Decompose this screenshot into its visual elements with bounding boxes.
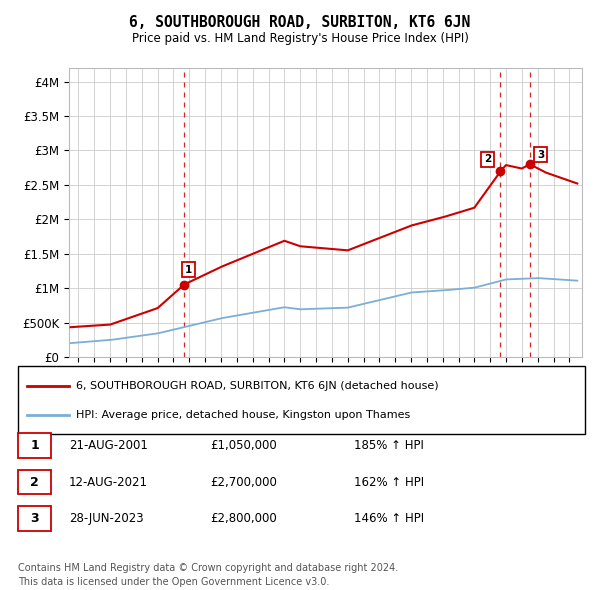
- Text: 3: 3: [30, 512, 39, 525]
- Text: 6, SOUTHBOROUGH ROAD, SURBITON, KT6 6JN: 6, SOUTHBOROUGH ROAD, SURBITON, KT6 6JN: [130, 15, 470, 30]
- Text: 1: 1: [30, 439, 39, 452]
- Text: 2: 2: [484, 155, 491, 165]
- Text: £2,700,000: £2,700,000: [210, 476, 277, 489]
- Text: 28-JUN-2023: 28-JUN-2023: [69, 512, 143, 525]
- Text: Price paid vs. HM Land Registry's House Price Index (HPI): Price paid vs. HM Land Registry's House …: [131, 32, 469, 45]
- Text: 162% ↑ HPI: 162% ↑ HPI: [354, 476, 424, 489]
- Text: 185% ↑ HPI: 185% ↑ HPI: [354, 439, 424, 452]
- Text: 21-AUG-2001: 21-AUG-2001: [69, 439, 148, 452]
- Text: £2,800,000: £2,800,000: [210, 512, 277, 525]
- Text: 12-AUG-2021: 12-AUG-2021: [69, 476, 148, 489]
- Text: 3: 3: [537, 150, 544, 159]
- Text: 6, SOUTHBOROUGH ROAD, SURBITON, KT6 6JN (detached house): 6, SOUTHBOROUGH ROAD, SURBITON, KT6 6JN …: [76, 381, 439, 391]
- Text: Contains HM Land Registry data © Crown copyright and database right 2024.
This d: Contains HM Land Registry data © Crown c…: [18, 563, 398, 587]
- Text: 2: 2: [30, 476, 39, 489]
- Text: £1,050,000: £1,050,000: [210, 439, 277, 452]
- Text: HPI: Average price, detached house, Kingston upon Thames: HPI: Average price, detached house, King…: [76, 409, 410, 419]
- Text: 1: 1: [185, 264, 192, 274]
- Text: 146% ↑ HPI: 146% ↑ HPI: [354, 512, 424, 525]
